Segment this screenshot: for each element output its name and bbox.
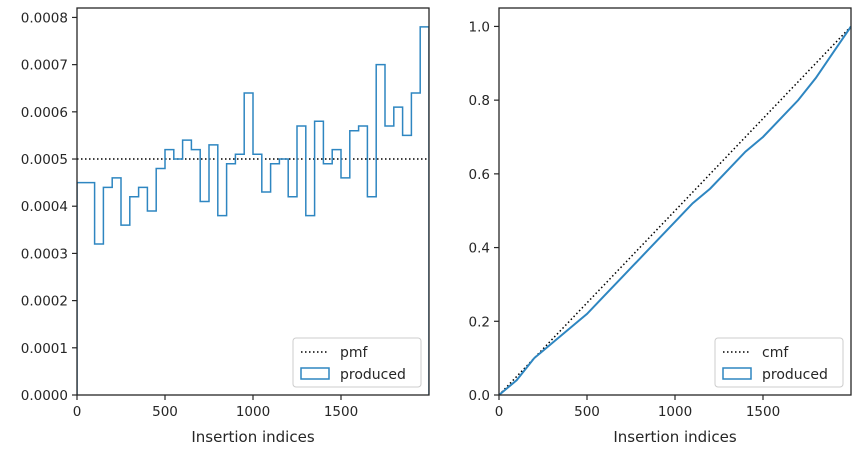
x-axis-label: Insertion indices	[613, 428, 736, 446]
y-tick-label: 0.6	[469, 167, 490, 183]
legend-label: cmf	[762, 345, 789, 361]
legend-label: produced	[340, 367, 406, 383]
histogram-bin	[103, 187, 112, 395]
histogram-bin	[156, 168, 165, 395]
histogram-bin	[262, 192, 271, 395]
x-tick-label: 1000	[236, 404, 270, 420]
x-axis-label: Insertion indices	[191, 428, 314, 446]
y-tick-label: 1.0	[469, 19, 490, 35]
y-tick-label: 0.0004	[21, 199, 68, 215]
histogram-bin	[165, 150, 174, 395]
y-tick-label: 0.0005	[21, 152, 68, 168]
histogram-bin	[209, 145, 218, 395]
histogram-bin	[191, 150, 200, 395]
histogram-bin	[174, 159, 183, 395]
histogram-bin	[86, 183, 95, 395]
y-tick-label: 0.0000	[21, 388, 68, 404]
x-tick-label: 0	[73, 404, 82, 420]
y-tick-label: 0.0007	[21, 58, 68, 74]
legend-label: produced	[762, 367, 828, 383]
histogram-bin	[183, 140, 192, 395]
left-pmf-chart: 0 500 1000 1500 0.0000 0.0001 0.0002 0.0003 0.00…	[21, 8, 429, 446]
y-tick-label: 0.0008	[21, 10, 68, 26]
x-tick-label: 1500	[324, 404, 358, 420]
histogram-bin	[253, 154, 262, 395]
x-tick-label: 500	[152, 404, 178, 420]
y-tick-label: 0.0006	[21, 105, 68, 121]
right-cmf-chart: 0 500 1000 1500 0.0 0.2 0.4 0.6 0.8 1.0 Insertion …	[469, 8, 851, 446]
histogram-bin	[235, 154, 244, 395]
y-tick-label: 0.8	[469, 93, 490, 109]
histogram-bin	[420, 27, 429, 395]
x-tick-label: 0	[495, 404, 504, 420]
y-tick-label: 0.2	[469, 314, 490, 330]
histogram-bin	[218, 216, 227, 395]
histogram-bin	[77, 183, 86, 395]
y-tick-label: 0.4	[469, 241, 490, 257]
histogram-bin	[112, 178, 121, 395]
histogram-bin	[121, 225, 130, 395]
histogram-bin	[227, 164, 236, 395]
y-tick-label: 0.0001	[21, 341, 68, 357]
y-tick-label: 0.0003	[21, 246, 68, 262]
histogram-bin	[139, 187, 148, 395]
histogram-bin	[271, 164, 280, 395]
histogram-bin	[147, 211, 156, 395]
histogram-bin	[95, 244, 104, 395]
histogram-bin	[279, 159, 288, 395]
y-tick-label: 0.0	[469, 388, 490, 404]
x-tick-label: 500	[574, 404, 600, 420]
histogram-bin	[130, 197, 139, 395]
y-tick-label: 0.0002	[21, 294, 68, 310]
x-tick-label: 1500	[746, 404, 780, 420]
axes-frame	[499, 8, 851, 395]
histogram-bin	[200, 202, 209, 396]
x-tick-label: 1000	[658, 404, 692, 420]
legend: cmf produced	[715, 338, 843, 387]
legend: pmf produced	[293, 338, 421, 387]
histogram-bin	[244, 93, 253, 395]
legend-label: pmf	[340, 345, 369, 361]
